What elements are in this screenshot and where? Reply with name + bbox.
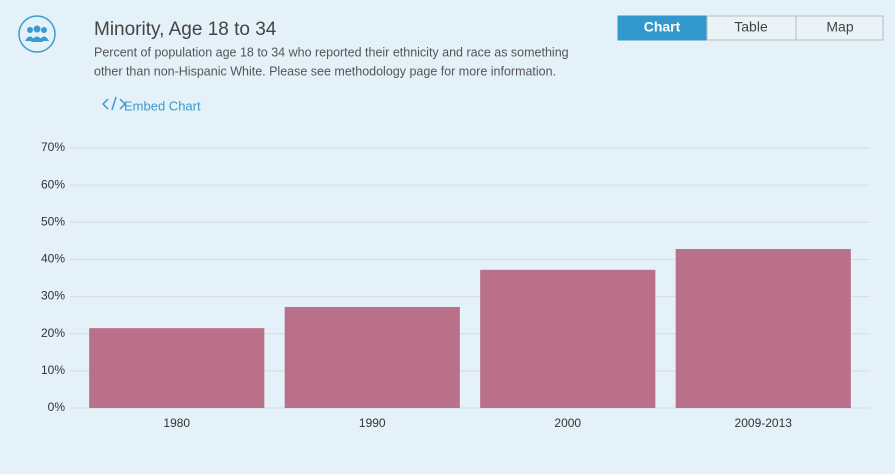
y-tick-label: 10% (41, 363, 65, 377)
title: Minority, Age 18 to 34 (94, 19, 277, 40)
bar (89, 328, 265, 408)
subtitle: other than non-Hispanic White. Please se… (94, 64, 556, 78)
subtitle: Percent of population age 18 to 34 who r… (94, 45, 569, 59)
embed-link[interactable]: Embed Chart (124, 98, 201, 113)
tab-label[interactable]: Chart (644, 19, 681, 35)
y-tick-label: 20% (41, 326, 65, 340)
y-tick-label: 30% (41, 289, 65, 303)
x-tick-label: 2009-2013 (735, 416, 793, 430)
chart-icon (18, 15, 56, 53)
y-tick-label: 40% (41, 252, 65, 266)
tab-label[interactable]: Map (826, 19, 853, 35)
x-tick-label: 1990 (359, 416, 386, 430)
x-tick-label: 2000 (554, 416, 581, 430)
embed-icon[interactable] (101, 96, 127, 111)
bar (480, 269, 656, 408)
bar (284, 306, 460, 408)
tab[interactable] (795, 15, 884, 41)
y-tick-label: 60% (41, 177, 65, 191)
bar (675, 249, 851, 408)
y-tick-label: 0% (48, 400, 66, 414)
y-tick-label: 70% (41, 140, 65, 154)
y-tick-label: 50% (41, 214, 65, 228)
x-tick-label: 1980 (163, 416, 190, 430)
tab-label[interactable]: Table (734, 19, 768, 35)
